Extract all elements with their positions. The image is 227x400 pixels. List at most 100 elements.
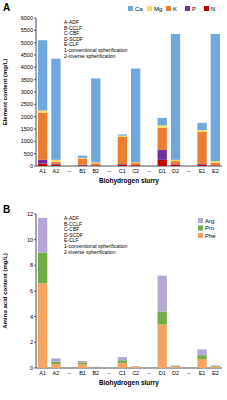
x-tick-label: E2 bbox=[212, 168, 219, 174]
x-tick-label: -- bbox=[107, 168, 111, 174]
x-tick-label: C2 bbox=[132, 370, 139, 376]
x-axis bbox=[36, 166, 222, 167]
x-tick-label: C1 bbox=[119, 168, 126, 174]
x-tick-label: -- bbox=[147, 168, 151, 174]
bar bbox=[51, 165, 60, 166]
bar bbox=[131, 163, 140, 165]
x-tick-label: A1 bbox=[39, 168, 46, 174]
bar bbox=[197, 123, 206, 130]
bar bbox=[51, 358, 60, 361]
bar bbox=[91, 367, 100, 368]
bar bbox=[131, 69, 140, 163]
bar bbox=[51, 59, 60, 160]
chart: A050010001500200025003000350040004500500… bbox=[2, 2, 222, 185]
y-tick-label: 12 bbox=[27, 211, 33, 217]
annotation: 2-inverse spherification bbox=[64, 249, 116, 255]
y-axis bbox=[36, 18, 37, 166]
y-tick-label: 4500 bbox=[21, 52, 33, 58]
bar bbox=[211, 163, 220, 165]
bar bbox=[158, 276, 167, 312]
panel-label: B bbox=[3, 204, 10, 215]
bar bbox=[158, 125, 167, 127]
bar bbox=[197, 359, 206, 368]
x-tick-label: D1 bbox=[159, 370, 166, 376]
x-tick-label: E1 bbox=[199, 370, 206, 376]
bar bbox=[171, 367, 180, 368]
bar bbox=[38, 111, 47, 113]
x-tick-label: A2 bbox=[53, 168, 60, 174]
legend: ArgProPhe bbox=[198, 218, 216, 239]
x-axis-label: Biohydrogen slurry bbox=[99, 177, 159, 185]
y-tick-label: 0 bbox=[30, 365, 33, 371]
x-tick-label: C2 bbox=[132, 168, 139, 174]
legend-label: Ca bbox=[135, 6, 143, 12]
bar bbox=[51, 362, 60, 365]
y-tick-label: 5000 bbox=[21, 40, 33, 46]
bar bbox=[211, 366, 220, 368]
x-tick-label: E2 bbox=[212, 370, 219, 376]
y-tick-label: 0 bbox=[30, 163, 33, 169]
x-tick-label: A1 bbox=[39, 370, 46, 376]
bar bbox=[91, 78, 100, 162]
panel-label: A bbox=[3, 2, 10, 13]
bar bbox=[171, 165, 180, 166]
y-axis bbox=[36, 214, 37, 368]
bar bbox=[118, 363, 127, 368]
chart: B024681012Amino acid content (mg/L)A1A2-… bbox=[2, 204, 222, 387]
bar bbox=[38, 160, 47, 164]
legend-swatch bbox=[198, 233, 203, 238]
bar bbox=[211, 367, 220, 368]
x-tick-label: B1 bbox=[79, 370, 86, 376]
y-tick-label: 1500 bbox=[21, 126, 33, 132]
bar bbox=[158, 312, 167, 325]
bar bbox=[158, 160, 167, 166]
x-tick-label: A2 bbox=[53, 370, 60, 376]
legend-swatch bbox=[128, 6, 133, 11]
y-tick-label: 3500 bbox=[21, 77, 33, 83]
legend: CaMgKPN bbox=[128, 6, 215, 12]
bar bbox=[118, 137, 127, 164]
bar bbox=[118, 165, 127, 166]
legend-swatch bbox=[185, 6, 190, 11]
bar bbox=[38, 164, 47, 166]
y-tick-label: 500 bbox=[24, 151, 33, 157]
legend-label: N bbox=[211, 6, 215, 12]
bar bbox=[51, 162, 60, 164]
bar bbox=[78, 364, 87, 368]
bar bbox=[38, 40, 47, 110]
bar bbox=[118, 134, 127, 135]
bar bbox=[197, 349, 206, 355]
bar bbox=[211, 161, 220, 163]
x-tick-label: B1 bbox=[79, 168, 86, 174]
x-axis-label: Biohydrogen slurry bbox=[99, 379, 159, 387]
y-tick-label: 2500 bbox=[21, 101, 33, 107]
bar bbox=[78, 159, 87, 165]
bar bbox=[171, 366, 180, 368]
bars bbox=[38, 218, 220, 368]
bar bbox=[171, 34, 180, 160]
y-tick-label: 6 bbox=[30, 288, 33, 294]
bar bbox=[197, 132, 206, 164]
bar bbox=[38, 113, 47, 160]
bar bbox=[158, 118, 167, 125]
y-axis-label: Amino acid content (mg/L) bbox=[2, 253, 8, 329]
x-tick-label: D1 bbox=[159, 168, 166, 174]
legend-swatch bbox=[166, 6, 171, 11]
bar bbox=[211, 365, 220, 367]
y-tick-label: 2 bbox=[30, 339, 33, 345]
y-tick-label: 8 bbox=[30, 262, 33, 268]
y-tick-label: 3000 bbox=[21, 89, 33, 95]
y-axis-label: Element content (mg/L) bbox=[2, 59, 8, 126]
x-tick-label: -- bbox=[187, 168, 191, 174]
legend-label: Arg bbox=[205, 218, 214, 224]
bar bbox=[197, 355, 206, 359]
bar bbox=[38, 283, 47, 368]
x-tick-label: -- bbox=[67, 168, 71, 174]
bar bbox=[118, 360, 127, 363]
bar bbox=[158, 128, 167, 150]
y-tick-label: 10 bbox=[27, 237, 33, 243]
bar bbox=[171, 365, 180, 367]
legend-label: P bbox=[192, 6, 196, 12]
y-tick-label: 6000 bbox=[21, 15, 33, 21]
y-tick-label: 4 bbox=[30, 314, 33, 320]
